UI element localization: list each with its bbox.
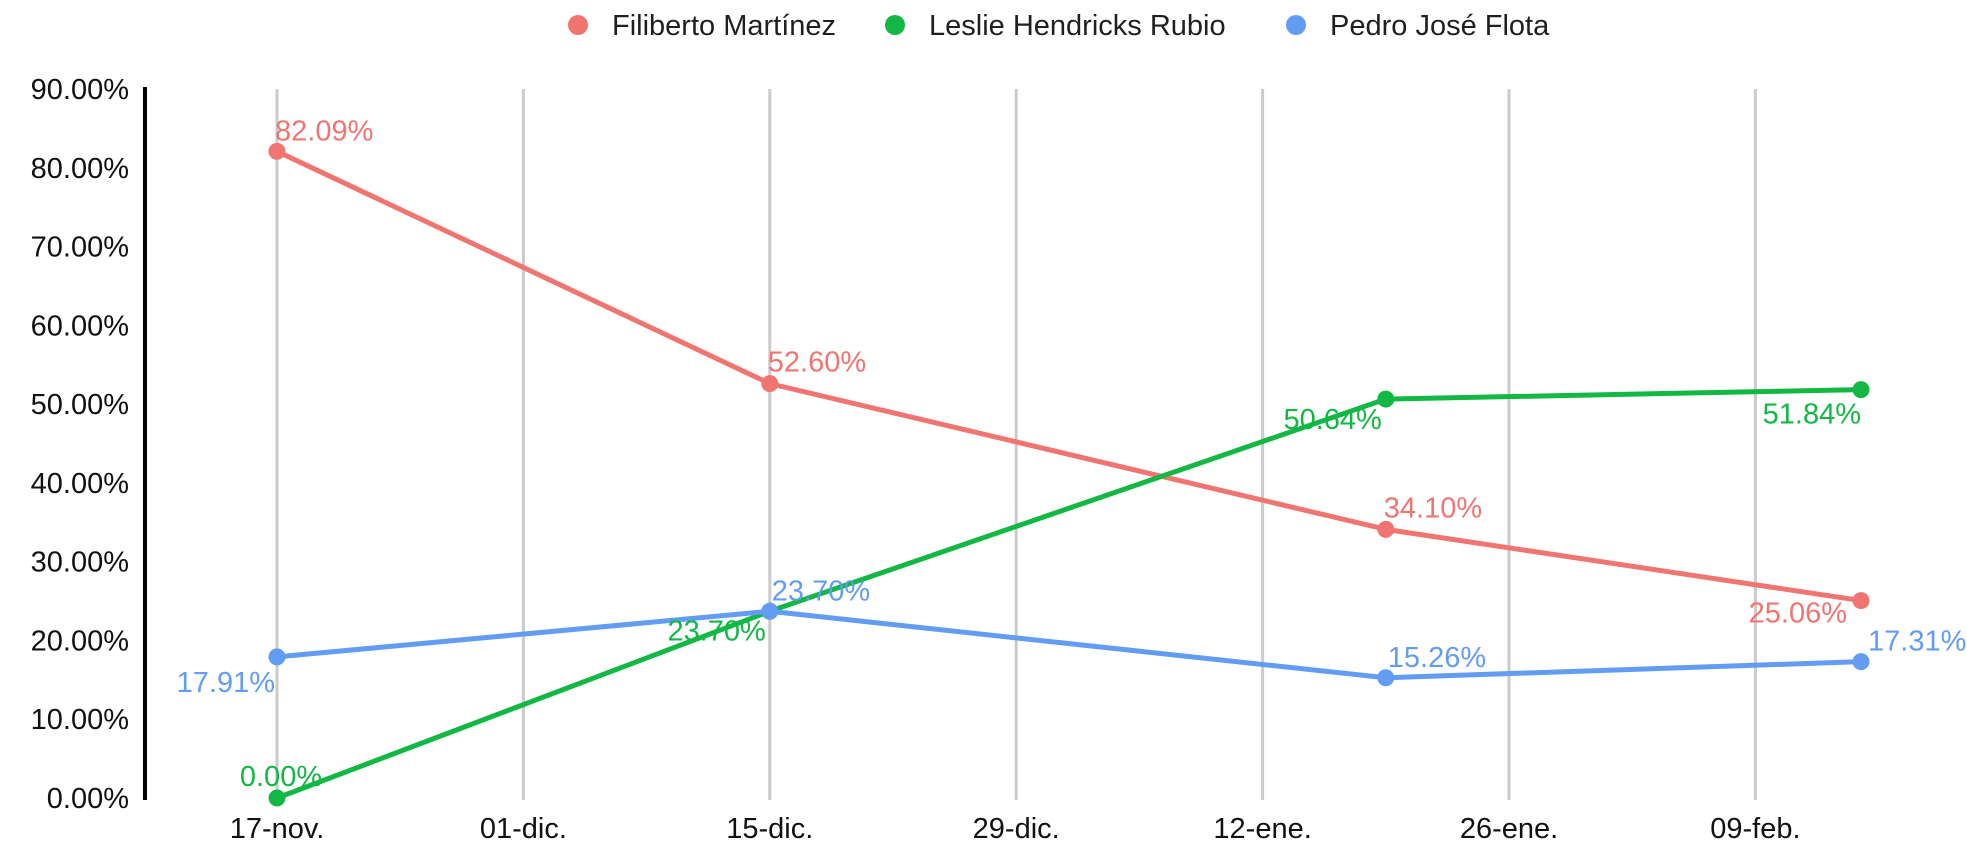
series-line: [274, 387, 1864, 801]
y-tick-label: 80.00%: [31, 153, 129, 185]
series-1: [268, 381, 1870, 807]
series-line: [274, 608, 1864, 681]
series-line: [274, 148, 1864, 604]
y-tick-label: 0.00%: [47, 783, 129, 815]
data-point: [1852, 653, 1870, 671]
data-label: 82.09%: [275, 115, 373, 147]
data-label: 34.10%: [1384, 492, 1482, 524]
data-point: [1852, 592, 1870, 610]
data-point: [268, 648, 286, 666]
data-point: [761, 602, 779, 620]
x-tick-label: 12-ene.: [1213, 813, 1311, 843]
data-point: [1377, 390, 1395, 408]
data-label: 25.06%: [1749, 598, 1847, 630]
y-tick-label: 20.00%: [31, 625, 129, 657]
data-point: [1852, 381, 1870, 399]
y-tick-label: 10.00%: [31, 704, 129, 736]
legend-marker-filiberto-mart-nez: [568, 15, 588, 35]
y-tick-label: 30.00%: [31, 547, 129, 579]
legend-marker-pedro-jos-flota: [1286, 15, 1306, 35]
legend-label: Filiberto Martínez: [612, 10, 836, 42]
data-point: [1377, 669, 1395, 687]
series-0: [268, 142, 1870, 610]
data-label: 51.84%: [1763, 399, 1861, 431]
data-point: [268, 142, 286, 160]
data-label: 17.91%: [177, 667, 275, 699]
y-tick-label: 40.00%: [31, 468, 129, 500]
legend: Filiberto Martínez Leslie Hendricks Rubio…: [568, 10, 1550, 42]
legend-label: Pedro José Flota: [1330, 10, 1550, 42]
data-label: 15.26%: [1388, 642, 1486, 674]
y-tick-label: 50.00%: [31, 389, 129, 421]
y-tick-label: 70.00%: [31, 232, 129, 264]
x-tick-label: 26-ene.: [1460, 813, 1558, 843]
x-tick-label: 29-dic.: [973, 813, 1060, 843]
x-tick-label: 01-dic.: [480, 813, 567, 843]
data-label: 23.70%: [772, 575, 870, 607]
y-tick-label: 60.00%: [31, 310, 129, 342]
x-tick-label: 09-feb.: [1710, 813, 1800, 843]
data-label: 23.70%: [667, 615, 765, 647]
data-label: 17.31%: [1868, 626, 1966, 658]
data-label: 52.60%: [768, 347, 866, 379]
data-point: [1377, 520, 1395, 538]
data-label: 50.64%: [1283, 404, 1381, 436]
legend-label: Leslie Hendricks Rubio: [929, 10, 1226, 42]
legend-marker-leslie-hendricks-rubio: [885, 15, 905, 35]
data-point: [268, 789, 286, 807]
x-tick-label: 17-nov.: [230, 813, 325, 843]
y-tick-label: 90.00%: [31, 74, 129, 106]
series-2: [268, 602, 1870, 687]
data-label: 0.00%: [240, 761, 322, 793]
x-tick-label: 15-dic.: [726, 813, 813, 843]
data-point: [761, 375, 779, 393]
